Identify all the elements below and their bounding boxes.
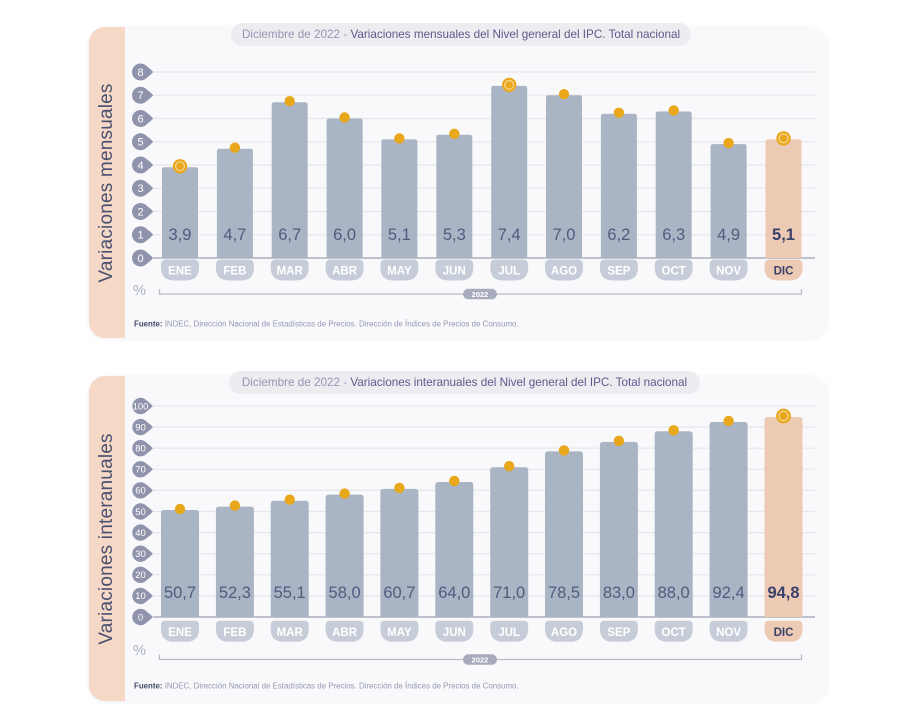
- svg-text:OCT: OCT: [662, 627, 686, 639]
- svg-text:64,0: 64,0: [438, 584, 470, 602]
- svg-text:ENE: ENE: [168, 266, 192, 278]
- svg-text:2: 2: [137, 206, 143, 218]
- svg-text:100: 100: [133, 401, 149, 412]
- svg-text:50,7: 50,7: [164, 584, 196, 602]
- svg-text:30: 30: [135, 549, 146, 560]
- svg-text:OCT: OCT: [662, 266, 686, 278]
- svg-text:1: 1: [137, 230, 143, 242]
- svg-text:60,7: 60,7: [383, 584, 415, 602]
- svg-text:DIC: DIC: [774, 266, 794, 278]
- svg-text:MAR: MAR: [277, 266, 304, 278]
- svg-text:90: 90: [135, 422, 146, 433]
- svg-text:70: 70: [135, 465, 146, 476]
- svg-text:AGO: AGO: [551, 266, 577, 278]
- svg-text:0: 0: [138, 612, 143, 623]
- svg-text:58,0: 58,0: [329, 584, 361, 602]
- svg-text:52,3: 52,3: [219, 584, 251, 602]
- svg-text:FEB: FEB: [223, 266, 246, 278]
- svg-text:Fuente: INDEC, Dirección Nacio: Fuente: INDEC, Dirección Nacional de Est…: [134, 320, 519, 329]
- svg-text:50: 50: [135, 507, 146, 518]
- svg-text:83,0: 83,0: [603, 584, 635, 602]
- svg-text:FEB: FEB: [223, 627, 246, 639]
- svg-text:4,9: 4,9: [717, 226, 740, 244]
- svg-text:6,3: 6,3: [662, 226, 685, 244]
- svg-text:JUN: JUN: [443, 627, 466, 639]
- svg-text:92,4: 92,4: [713, 584, 745, 602]
- svg-text:SEP: SEP: [607, 266, 630, 278]
- svg-text:80: 80: [135, 444, 146, 455]
- svg-text:5: 5: [137, 137, 143, 149]
- svg-text:94,8: 94,8: [767, 584, 799, 602]
- svg-text:NOV: NOV: [716, 266, 741, 278]
- svg-text:MAY: MAY: [387, 627, 412, 639]
- svg-text:60: 60: [135, 486, 146, 497]
- svg-text:JUL: JUL: [498, 266, 520, 278]
- svg-text:5,3: 5,3: [443, 226, 466, 244]
- svg-text:MAR: MAR: [277, 627, 304, 639]
- svg-text:6,2: 6,2: [607, 226, 630, 244]
- svg-text:55,1: 55,1: [274, 584, 306, 602]
- svg-text:%: %: [133, 643, 146, 659]
- svg-text:ABR: ABR: [332, 627, 358, 639]
- svg-text:8: 8: [137, 67, 143, 79]
- svg-text:4: 4: [137, 160, 143, 172]
- svg-text:7,4: 7,4: [498, 226, 521, 244]
- svg-text:6,7: 6,7: [278, 226, 301, 244]
- svg-text:20: 20: [135, 570, 146, 581]
- svg-text:88,0: 88,0: [658, 584, 690, 602]
- svg-text:0: 0: [137, 253, 143, 265]
- svg-text:7,0: 7,0: [553, 226, 576, 244]
- svg-text:6: 6: [137, 113, 143, 125]
- svg-text:40: 40: [135, 528, 146, 539]
- svg-text:78,5: 78,5: [548, 584, 580, 602]
- svg-text:2022: 2022: [472, 655, 489, 664]
- svg-text:10: 10: [135, 591, 146, 602]
- svg-text:71,0: 71,0: [493, 584, 525, 602]
- svg-text:ABR: ABR: [332, 266, 358, 278]
- svg-text:%: %: [133, 283, 146, 299]
- svg-text:Fuente: INDEC, Dirección Nacio: Fuente: INDEC, Dirección Nacional de Est…: [134, 682, 519, 691]
- svg-text:ENE: ENE: [168, 627, 192, 639]
- svg-text:7: 7: [137, 90, 143, 102]
- svg-text:MAY: MAY: [387, 266, 412, 278]
- svg-text:JUL: JUL: [498, 627, 520, 639]
- svg-text:JUN: JUN: [443, 266, 466, 278]
- svg-text:5,1: 5,1: [772, 226, 795, 244]
- svg-text:NOV: NOV: [716, 627, 741, 639]
- svg-text:DIC: DIC: [774, 627, 794, 639]
- svg-text:SEP: SEP: [607, 627, 630, 639]
- svg-text:5,1: 5,1: [388, 226, 411, 244]
- svg-text:6,0: 6,0: [333, 226, 356, 244]
- svg-text:3: 3: [137, 183, 143, 195]
- svg-text:4,7: 4,7: [223, 226, 246, 244]
- svg-text:AGO: AGO: [551, 627, 577, 639]
- svg-text:3,9: 3,9: [169, 226, 192, 244]
- svg-text:2022: 2022: [472, 290, 489, 299]
